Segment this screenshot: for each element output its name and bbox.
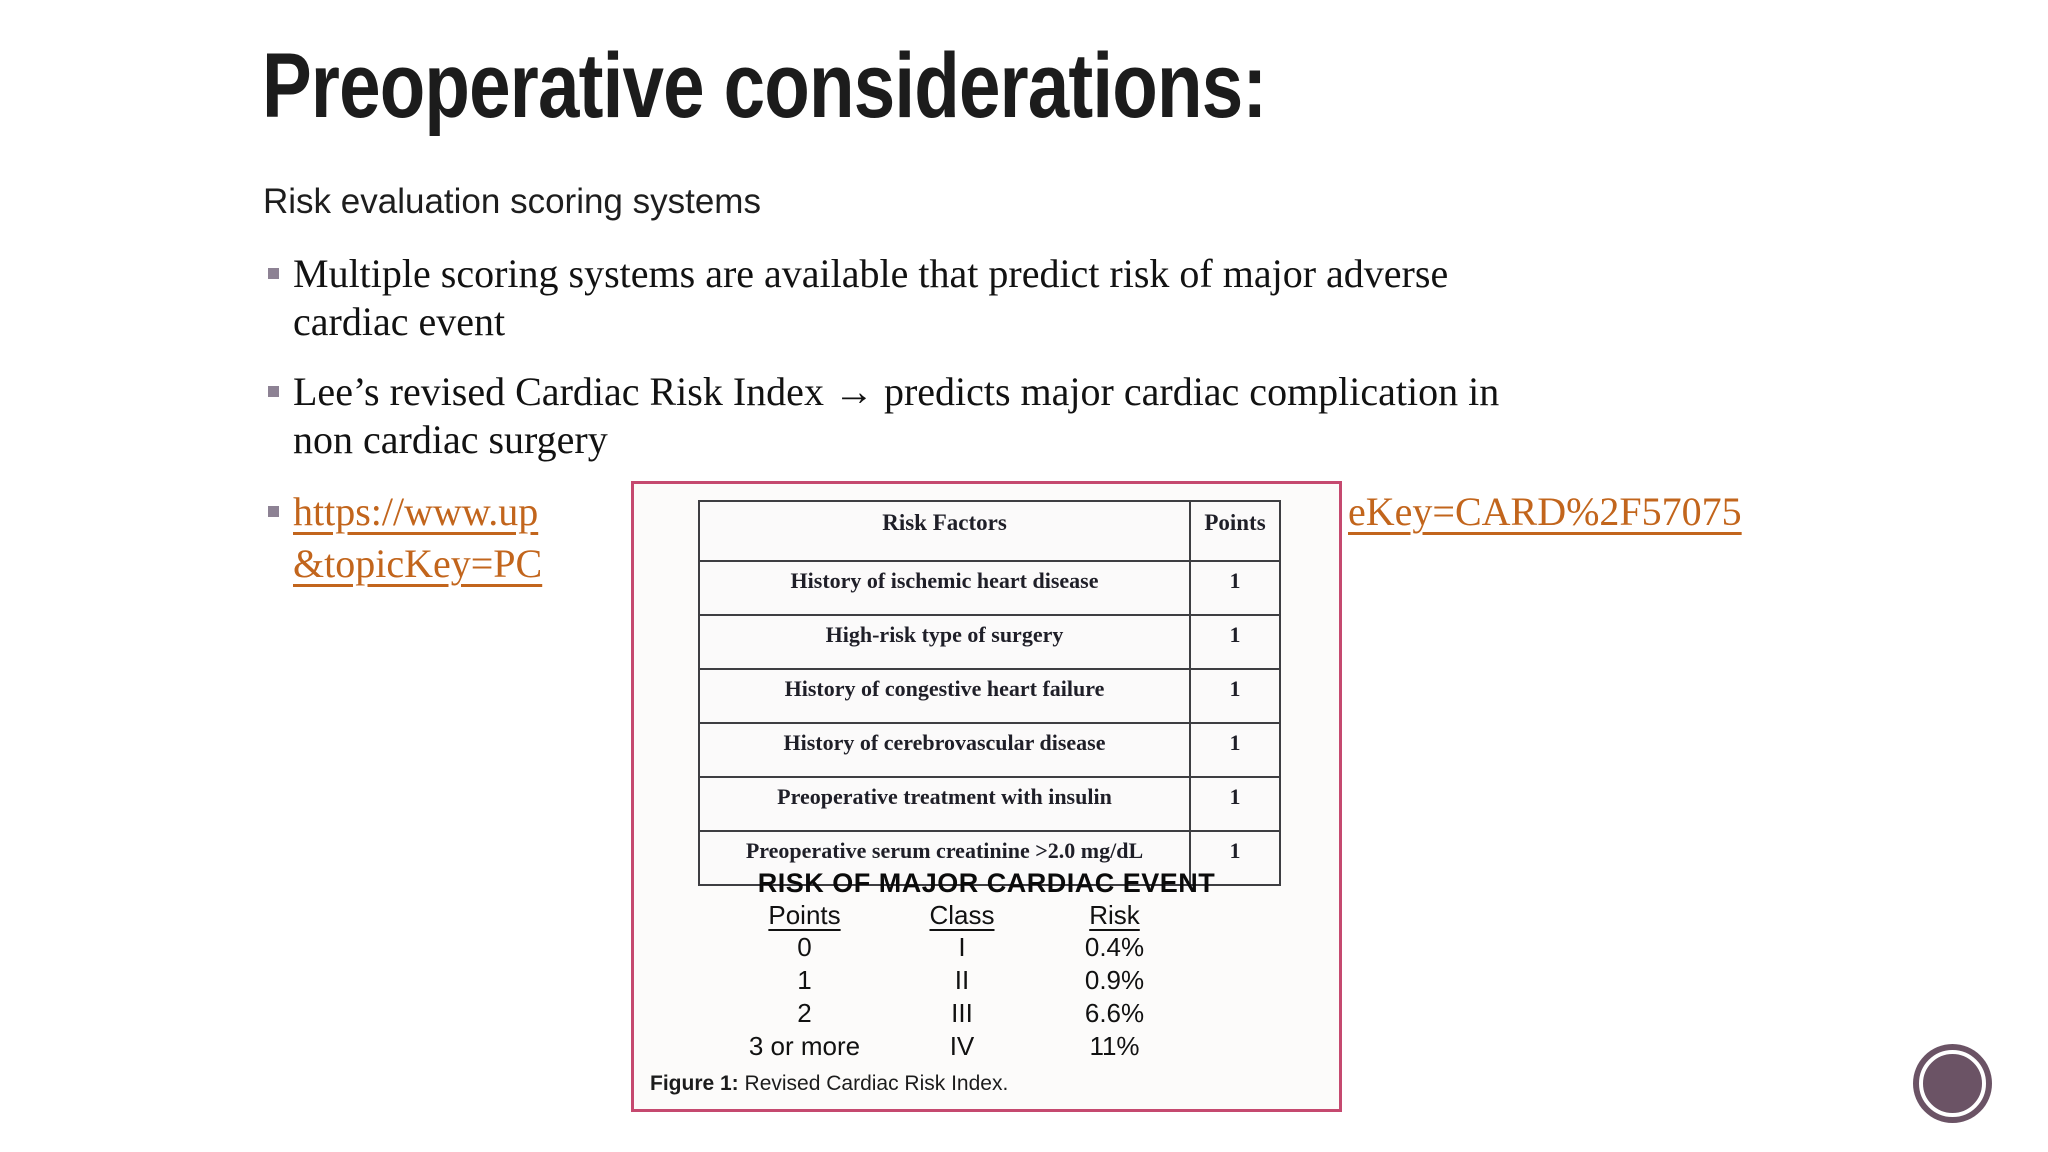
table-cell: IV: [949, 1031, 975, 1061]
bullet-1-line-1: Multiple scoring systems are available t…: [293, 251, 1449, 296]
bullet-2-line-1: Lee’s revised Cardiac Risk Index → predi…: [293, 369, 1500, 414]
column-header: Class: [929, 900, 995, 930]
hyperlink-fragment-left[interactable]: https://www.up: [293, 489, 539, 534]
table-header-row: Risk Factors Points: [698, 500, 1281, 562]
table-row: Preoperative serum creatinine >2.0 mg/dL…: [698, 830, 1281, 886]
column-header: Risk: [1089, 900, 1140, 930]
hyperlink-fragment-right[interactable]: eKey=CARD%2F57075: [1348, 489, 1742, 534]
table-cell: 1: [1189, 776, 1281, 832]
table-cell: 1: [1189, 614, 1281, 670]
figure-caption-label: Figure 1:: [650, 1072, 739, 1095]
table-row: History of congestive heart failure 1: [698, 668, 1281, 724]
event-risk-title: RISK OF MAJOR CARDIAC EVENT: [757, 868, 1216, 898]
column-header: Points: [768, 900, 841, 930]
bullet-1-line-2: cardiac event: [293, 299, 506, 344]
bullet-square-icon: [268, 268, 279, 279]
table-cell: Preoperative treatment with insulin: [698, 776, 1191, 832]
table-cell: Preoperative serum creatinine >2.0 mg/dL: [698, 830, 1191, 886]
table-cell: 0: [797, 932, 812, 962]
hyperlink-fragment-line2[interactable]: &topicKey=PC: [293, 541, 543, 586]
table-cell: I: [958, 932, 966, 962]
figure-caption: Figure 1: Revised Cardiac Risk Index.: [650, 1072, 1008, 1096]
table-cell: 1: [1189, 722, 1281, 778]
risk-factors-table: Risk Factors Points History of ischemic …: [698, 500, 1281, 886]
table-cell: History of congestive heart failure: [698, 668, 1191, 724]
page-title: Preoperative considerations:: [262, 35, 1267, 137]
figure-revised-cardiac-risk-index: Risk Factors Points History of ischemic …: [631, 481, 1342, 1112]
event-risk-table: Points Class Risk 0 I 0.4% 1 II 0.9% 2 I…: [722, 900, 1192, 1064]
table-cell: II: [954, 965, 970, 995]
table-cell: 2: [797, 998, 812, 1028]
table-cell: 6.6%: [1084, 998, 1145, 1028]
table-cell: 3 or more: [748, 1031, 861, 1061]
figure-caption-text: Revised Cardiac Risk Index.: [738, 1072, 1009, 1095]
table-cell: 1: [797, 965, 812, 995]
table-row: Preoperative treatment with insulin 1: [698, 776, 1281, 832]
table-cell: 0.9%: [1084, 965, 1145, 995]
corner-circle-ring: [1919, 1050, 1986, 1117]
bullet-square-icon: [268, 506, 279, 517]
bullet-square-icon: [268, 386, 279, 397]
table-cell: 0.4%: [1084, 932, 1145, 962]
table-cell: 1: [1189, 830, 1281, 886]
table-cell: History of ischemic heart disease: [698, 560, 1191, 616]
table-row: History of ischemic heart disease 1: [698, 560, 1281, 616]
corner-circle-decoration: [1913, 1044, 1992, 1123]
table-cell: History of cerebrovascular disease: [698, 722, 1191, 778]
table-cell: High-risk type of surgery: [698, 614, 1191, 670]
table-cell: 1: [1189, 668, 1281, 724]
table-row: History of cerebrovascular disease 1: [698, 722, 1281, 778]
table-cell: III: [951, 998, 973, 1028]
column-header: Points: [1189, 500, 1281, 562]
column-header: Risk Factors: [698, 500, 1191, 562]
slide-subtitle: Risk evaluation scoring systems: [263, 182, 761, 221]
bullet-2-line-2: non cardiac surgery: [293, 417, 608, 462]
table-row: High-risk type of surgery 1: [698, 614, 1281, 670]
table-cell: 1: [1189, 560, 1281, 616]
table-cell: 11%: [1089, 1031, 1140, 1061]
